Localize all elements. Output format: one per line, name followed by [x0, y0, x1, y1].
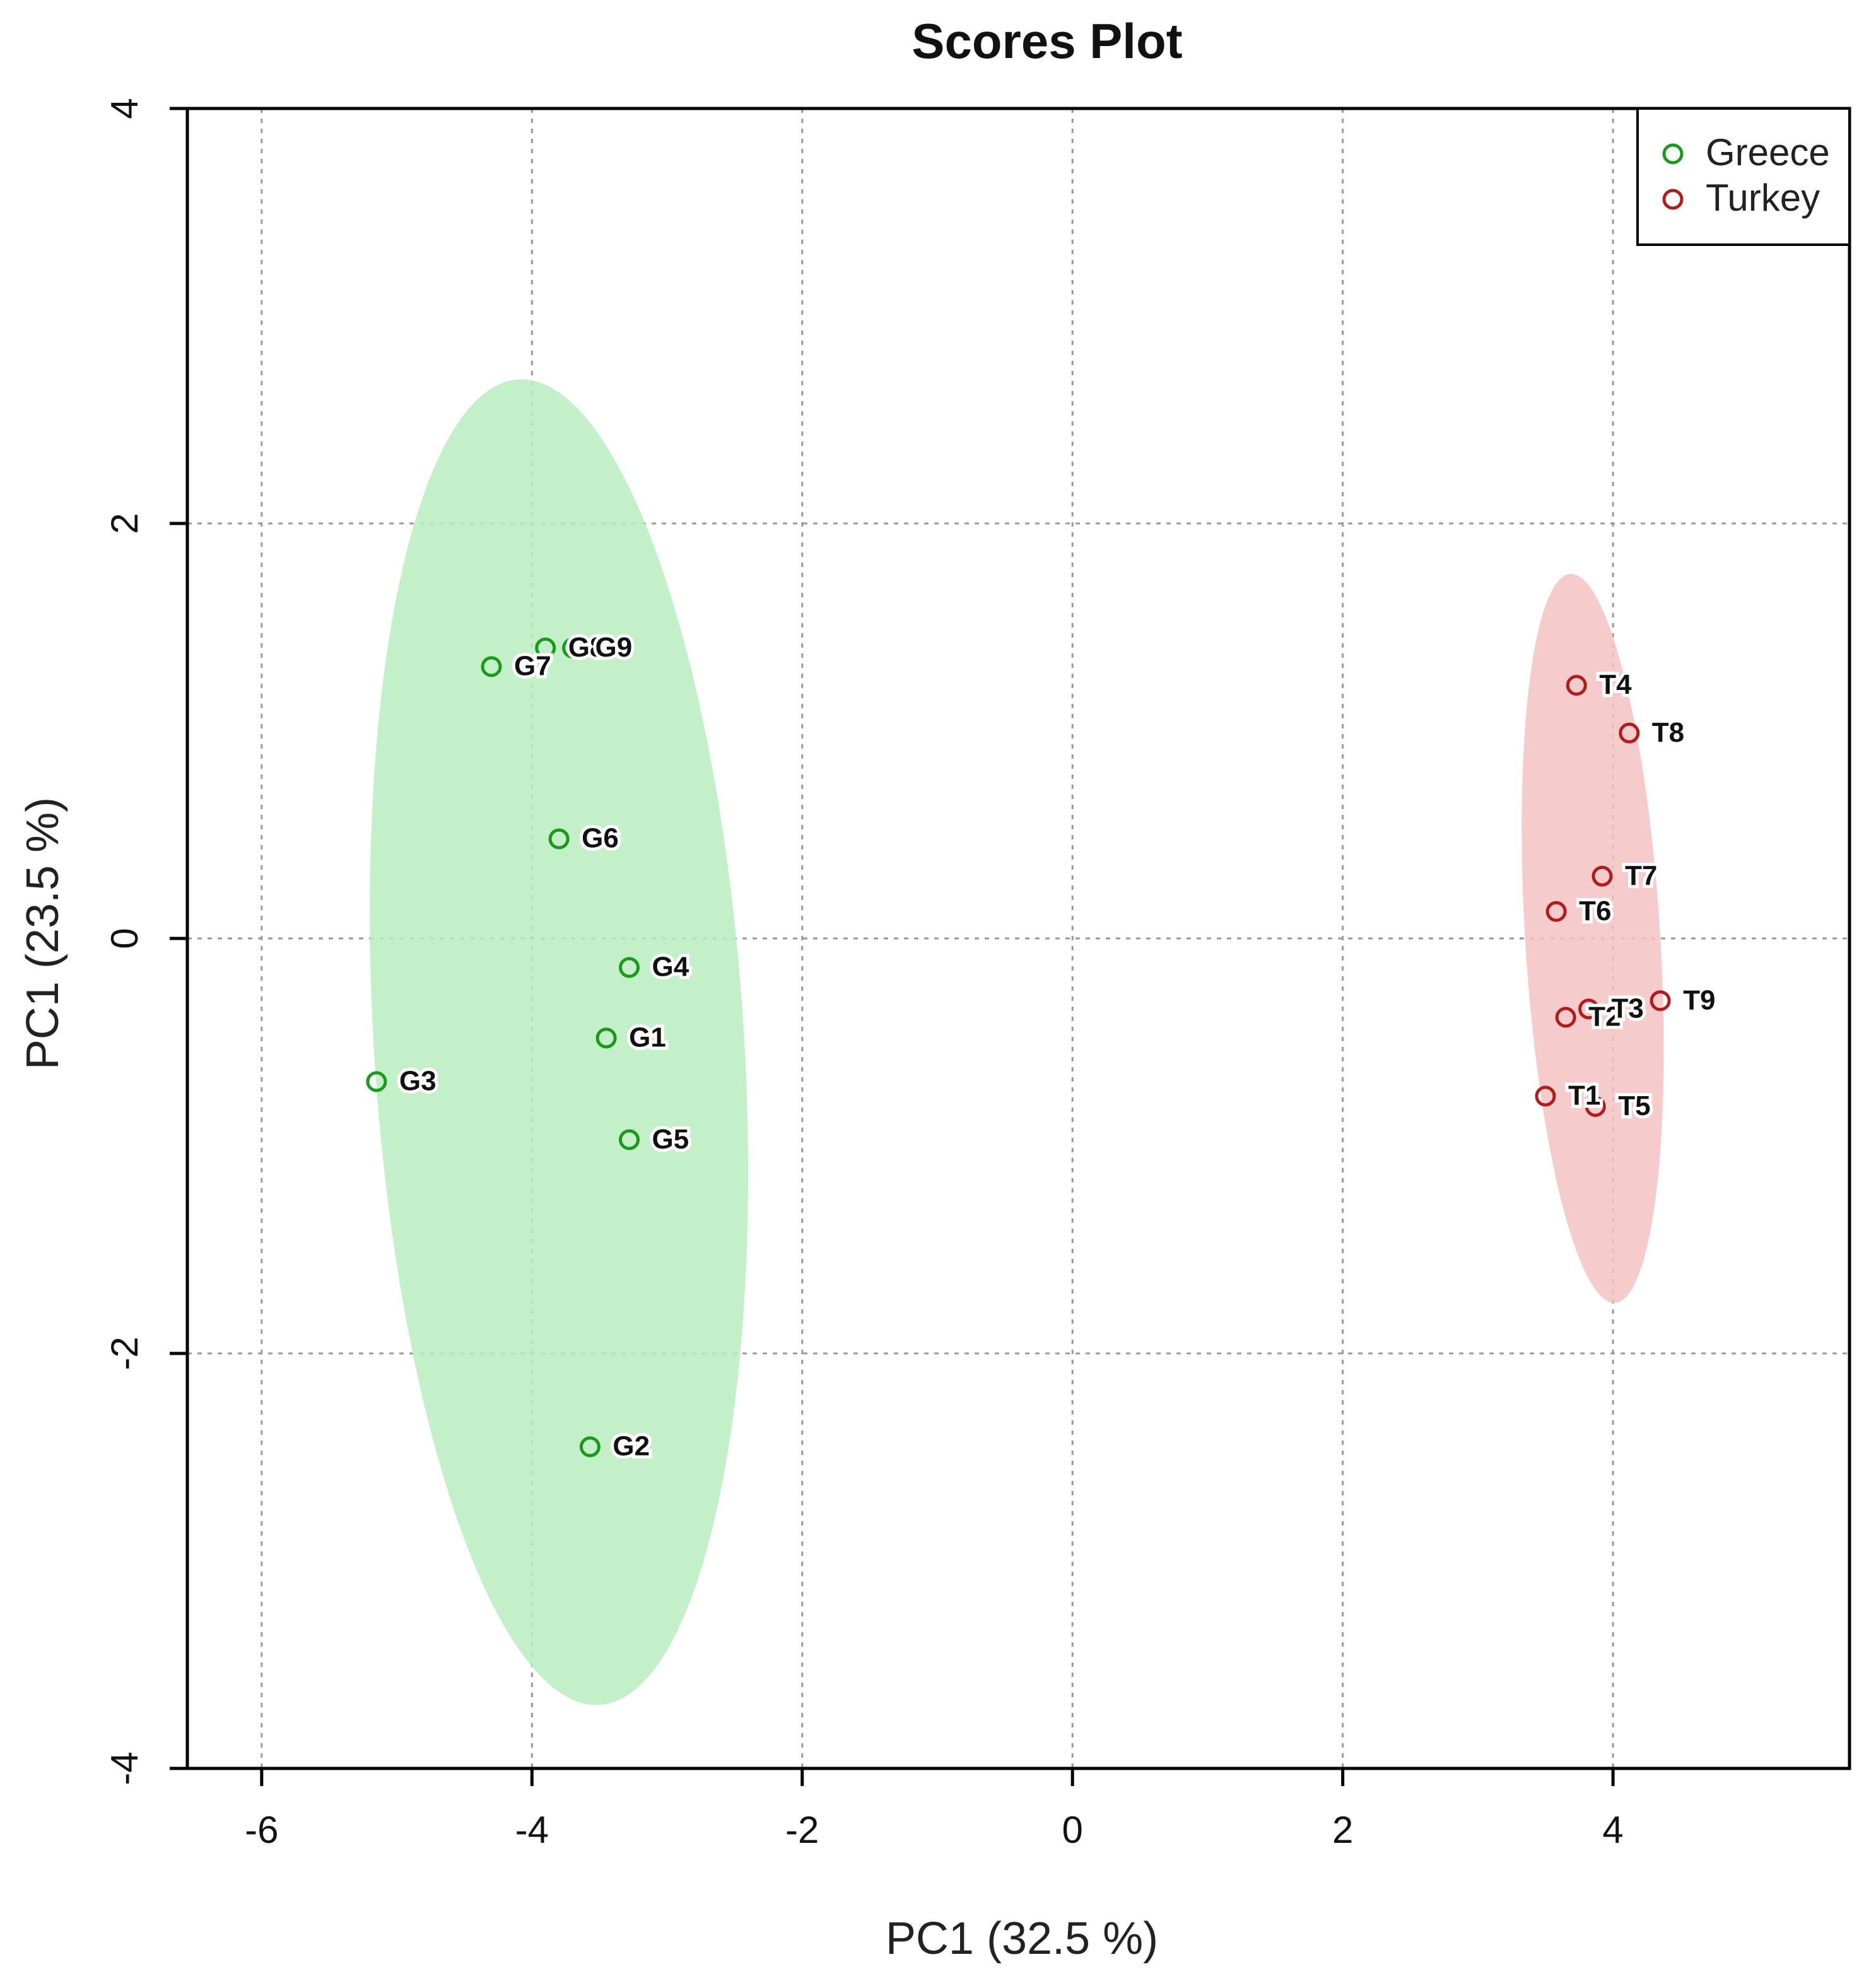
x-tick-label: 4 — [1602, 1809, 1623, 1851]
x-tick-label: -2 — [785, 1809, 819, 1851]
point-G4 — [619, 957, 640, 978]
x-tick-label: -6 — [245, 1809, 278, 1851]
legend-label-turkey: Turkey — [1706, 177, 1820, 219]
point-T8 — [1619, 722, 1640, 744]
y-tick-label: 4 — [103, 98, 146, 119]
point-label-T3: T3 — [1612, 993, 1644, 1024]
point-T4 — [1566, 675, 1587, 696]
point-label-T8: T8 — [1652, 717, 1684, 748]
point-label-G3: G3 — [399, 1066, 437, 1097]
point-G9 — [562, 637, 583, 658]
point-label-T9: T9 — [1683, 984, 1715, 1015]
point-label-G5: G5 — [652, 1124, 689, 1155]
axes: -6 -4 -2 0 2 4 -4 -2 0 2 4 — [103, 98, 1851, 1851]
point-T6 — [1545, 901, 1567, 922]
point-G8 — [535, 637, 556, 658]
chart-title: Scores Plot — [912, 13, 1182, 69]
point-label-G2: G2 — [613, 1431, 650, 1462]
y-tick-label: -4 — [103, 1751, 146, 1785]
point-G5 — [619, 1129, 640, 1150]
point-T1 — [1535, 1085, 1556, 1107]
point-label-G6: G6 — [582, 823, 619, 854]
legend-label-greece: Greece — [1706, 131, 1830, 173]
legend-marker-greece — [1662, 143, 1684, 165]
point-G1 — [595, 1027, 617, 1049]
point-G7 — [481, 656, 502, 677]
point-label-T4: T4 — [1599, 669, 1632, 700]
confidence-ellipses — [370, 379, 1664, 1705]
point-label-T5: T5 — [1618, 1090, 1650, 1121]
point-T3 — [1578, 998, 1600, 1020]
point-G6 — [548, 828, 570, 850]
x-tick-label: -4 — [515, 1809, 549, 1851]
legend-box — [1636, 107, 1851, 246]
point-label-T1: T1 — [1568, 1080, 1600, 1111]
point-label-T7: T7 — [1625, 860, 1657, 891]
point-label-G1: G1 — [629, 1022, 666, 1053]
ellipse-turkey — [1521, 574, 1664, 1303]
y-tick-label: 0 — [103, 928, 146, 949]
point-label-G8: G8 — [568, 632, 606, 663]
point-label-G7: G7 — [514, 651, 551, 682]
y-tick-label: -2 — [103, 1336, 146, 1370]
legend-marker-turkey — [1662, 189, 1684, 210]
y-axis-label: PC1 (23.5 %) — [18, 797, 68, 1070]
point-G3 — [366, 1071, 387, 1092]
data-points — [366, 637, 1671, 1457]
point-T2 — [1555, 1007, 1576, 1028]
point-label-T6: T6 — [1579, 896, 1611, 926]
point-label-G9: G9 — [595, 632, 633, 663]
x-axis-label: PC1 (32.5 %) — [886, 1913, 1158, 1964]
point-G2 — [579, 1436, 601, 1457]
point-label-T2: T2 — [1588, 1002, 1621, 1032]
point-label-G4: G4 — [652, 952, 689, 983]
x-tick-label: 0 — [1062, 1809, 1083, 1851]
y-tick-label: 2 — [103, 513, 146, 534]
point-T5 — [1585, 1095, 1606, 1117]
point-T7 — [1592, 865, 1613, 887]
x-tick-label: 2 — [1332, 1809, 1353, 1851]
point-T9 — [1650, 990, 1671, 1012]
ellipse-greece — [370, 379, 749, 1705]
